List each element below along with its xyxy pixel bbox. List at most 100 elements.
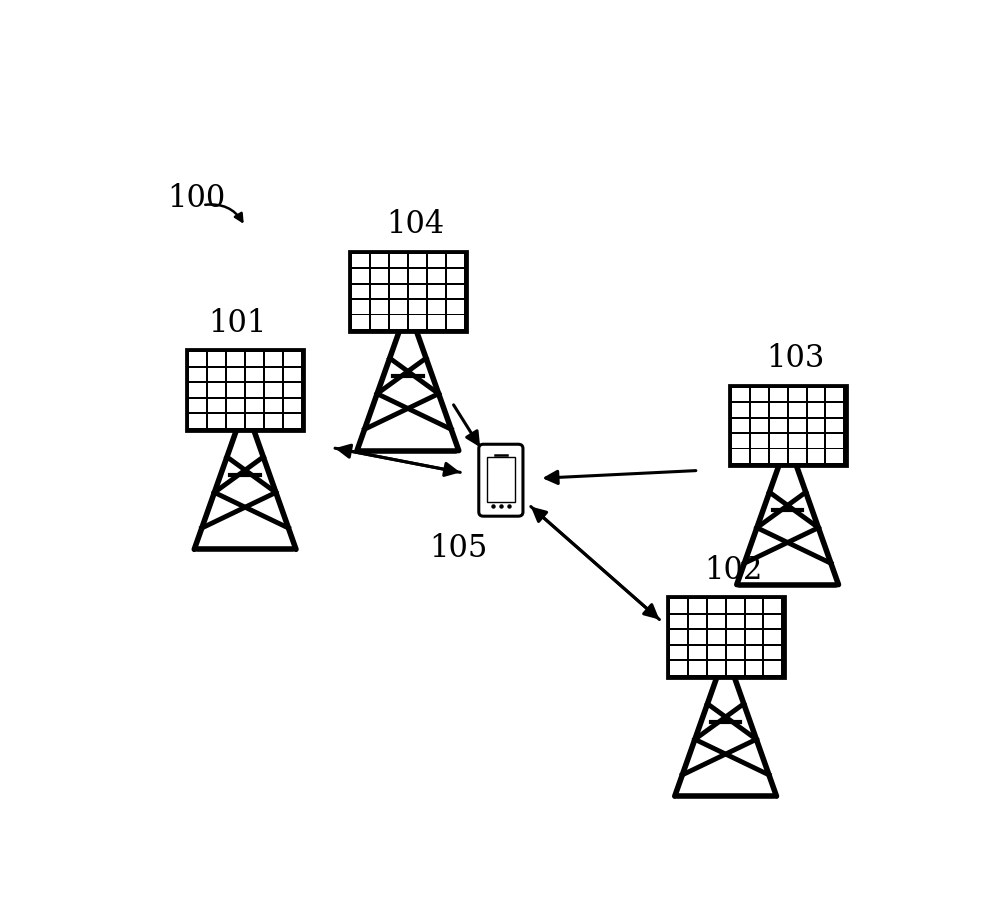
Bar [751, 403, 768, 417]
Bar [746, 646, 762, 660]
Bar [189, 353, 206, 366]
Bar [390, 300, 407, 313]
Bar [208, 414, 225, 428]
Bar [186, 349, 304, 431]
Bar [708, 630, 725, 644]
Bar [265, 368, 282, 381]
Bar [751, 419, 768, 432]
Bar [770, 403, 787, 417]
Text: 105: 105 [429, 533, 487, 564]
Bar [732, 434, 749, 448]
Bar [727, 630, 744, 644]
Bar [808, 403, 824, 417]
Bar [371, 285, 388, 299]
Bar [751, 450, 768, 463]
Bar [352, 315, 369, 329]
Bar [770, 387, 787, 401]
Bar [265, 383, 282, 397]
Bar [708, 661, 725, 675]
Bar [352, 285, 369, 299]
Bar [227, 383, 244, 397]
Bar [246, 414, 263, 428]
Bar [284, 353, 301, 366]
Bar [447, 269, 464, 283]
Bar [390, 254, 407, 267]
Bar [265, 414, 282, 428]
Bar [371, 300, 388, 313]
Bar [409, 300, 426, 313]
Bar [764, 661, 781, 675]
Bar [428, 315, 445, 329]
Bar [189, 414, 206, 428]
Bar [284, 414, 301, 428]
Bar [447, 285, 464, 299]
Bar [670, 615, 687, 628]
Bar [689, 615, 706, 628]
Bar [708, 599, 725, 613]
Bar [265, 398, 282, 412]
Bar [246, 353, 263, 366]
Bar [189, 383, 206, 397]
Bar [349, 251, 467, 333]
Bar [284, 398, 301, 412]
Bar [352, 269, 369, 283]
Bar [689, 599, 706, 613]
Bar [208, 398, 225, 412]
Bar [826, 403, 843, 417]
Bar [764, 599, 781, 613]
Bar [808, 450, 824, 463]
Bar [729, 385, 847, 466]
Bar [284, 383, 301, 397]
Bar [746, 615, 762, 628]
Bar [732, 403, 749, 417]
Bar [409, 254, 426, 267]
Bar [789, 450, 806, 463]
Text: 101: 101 [208, 308, 267, 339]
Bar [826, 387, 843, 401]
Bar [808, 419, 824, 432]
Bar [447, 300, 464, 313]
Bar [789, 419, 806, 432]
Bar [409, 269, 426, 283]
Bar [390, 285, 407, 299]
Bar [428, 285, 445, 299]
Bar [670, 661, 687, 675]
Bar [789, 434, 806, 448]
Bar [409, 315, 426, 329]
Bar [265, 353, 282, 366]
Bar [789, 387, 806, 401]
Bar [727, 599, 744, 613]
FancyBboxPatch shape [479, 444, 523, 517]
Bar [746, 599, 762, 613]
Bar [727, 646, 744, 660]
Bar [428, 300, 445, 313]
Bar [746, 661, 762, 675]
Bar [208, 368, 225, 381]
Bar [208, 353, 225, 366]
Bar [826, 434, 843, 448]
Bar [371, 315, 388, 329]
Bar [487, 457, 515, 502]
Bar [708, 615, 725, 628]
Bar [727, 661, 744, 675]
Bar [246, 398, 263, 412]
Bar [428, 269, 445, 283]
Bar [371, 254, 388, 267]
Bar [227, 414, 244, 428]
Bar [751, 434, 768, 448]
Bar [284, 368, 301, 381]
Bar [746, 630, 762, 644]
Bar [670, 646, 687, 660]
Bar [246, 368, 263, 381]
Bar [428, 254, 445, 267]
Bar [227, 368, 244, 381]
Bar [764, 630, 781, 644]
Bar [352, 300, 369, 313]
Bar [667, 596, 785, 678]
Bar [189, 398, 206, 412]
Bar [689, 646, 706, 660]
Bar [764, 646, 781, 660]
Bar [390, 269, 407, 283]
Bar [751, 387, 768, 401]
Bar [770, 450, 787, 463]
